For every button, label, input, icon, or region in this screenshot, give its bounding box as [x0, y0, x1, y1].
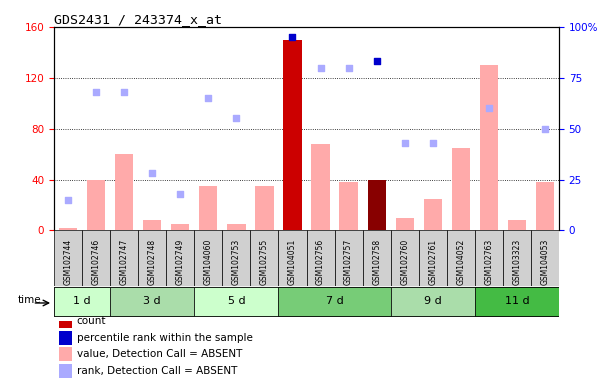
Bar	[536, 182, 554, 230]
Bar	[447, 230, 475, 286]
Bar	[340, 182, 358, 230]
Text: percentile rank within the sample: percentile rank within the sample	[77, 333, 252, 343]
Bar	[194, 230, 222, 286]
Bar	[199, 186, 218, 230]
Bar	[391, 287, 475, 316]
Bar	[59, 364, 72, 378]
Text: GSM102747: GSM102747	[120, 239, 129, 285]
Text: GSM102761: GSM102761	[429, 239, 437, 285]
Point	[540, 126, 550, 132]
Bar	[59, 228, 77, 230]
Bar	[475, 287, 559, 316]
Bar	[87, 180, 105, 230]
Bar	[54, 287, 110, 316]
Text: GSM104051: GSM104051	[288, 239, 297, 285]
Text: GSM102763: GSM102763	[484, 239, 493, 285]
Point	[288, 34, 297, 40]
Point	[344, 65, 353, 71]
Text: GSM102746: GSM102746	[92, 239, 100, 285]
Point	[372, 58, 382, 65]
Bar	[82, 230, 110, 286]
Text: GSM102753: GSM102753	[232, 239, 241, 285]
Text: 9 d: 9 d	[424, 296, 442, 306]
Bar	[59, 331, 72, 345]
Text: GSM102744: GSM102744	[64, 239, 73, 285]
Bar	[59, 347, 72, 361]
Text: GDS2431 / 243374_x_at: GDS2431 / 243374_x_at	[54, 13, 222, 26]
Bar	[531, 230, 559, 286]
Bar	[194, 287, 278, 316]
Text: value, Detection Call = ABSENT: value, Detection Call = ABSENT	[77, 349, 242, 359]
Bar	[171, 224, 189, 230]
Bar	[227, 224, 246, 230]
Bar	[278, 230, 307, 286]
Point	[120, 89, 129, 95]
Text: GSM102749: GSM102749	[176, 239, 185, 285]
Text: 7 d: 7 d	[326, 296, 343, 306]
Bar	[452, 148, 470, 230]
Text: GSM104053: GSM104053	[540, 239, 549, 285]
Text: time: time	[18, 295, 41, 305]
Text: GSM102755: GSM102755	[260, 239, 269, 285]
Bar	[110, 230, 138, 286]
Bar	[508, 220, 526, 230]
Bar	[311, 144, 330, 230]
Bar	[368, 180, 386, 230]
Point	[316, 65, 325, 71]
Point	[91, 89, 101, 95]
Text: GSM102760: GSM102760	[400, 239, 409, 285]
Text: 1 d: 1 d	[73, 296, 91, 306]
Bar	[419, 230, 447, 286]
Bar	[307, 230, 335, 286]
Bar	[424, 199, 442, 230]
Bar	[138, 230, 166, 286]
Text: 11 d: 11 d	[505, 296, 529, 306]
Text: GSM103323: GSM103323	[513, 239, 521, 285]
Text: GSM102757: GSM102757	[344, 239, 353, 285]
Text: 5 d: 5 d	[228, 296, 245, 306]
Bar	[395, 218, 414, 230]
Point	[400, 140, 409, 146]
Text: GSM104060: GSM104060	[204, 239, 213, 285]
Point	[147, 170, 157, 177]
Text: count: count	[77, 316, 106, 326]
Text: GSM102756: GSM102756	[316, 239, 325, 285]
Bar	[503, 230, 531, 286]
Bar	[475, 230, 503, 286]
Text: GSM104052: GSM104052	[456, 239, 465, 285]
Text: rank, Detection Call = ABSENT: rank, Detection Call = ABSENT	[77, 366, 237, 376]
Point	[484, 105, 493, 111]
Point	[63, 197, 73, 203]
Bar	[166, 230, 194, 286]
Bar	[278, 287, 391, 316]
Bar	[143, 220, 161, 230]
Bar	[284, 40, 302, 230]
Bar	[115, 154, 133, 230]
Bar	[391, 230, 419, 286]
Text: GSM102758: GSM102758	[372, 239, 381, 285]
Point	[231, 115, 241, 121]
Bar	[222, 230, 251, 286]
Text: GSM102748: GSM102748	[148, 239, 157, 285]
Point	[175, 191, 185, 197]
Text: 3 d: 3 d	[144, 296, 161, 306]
Bar	[255, 186, 273, 230]
Bar	[362, 230, 391, 286]
Bar	[480, 65, 498, 230]
Bar	[110, 287, 194, 316]
Bar	[59, 314, 72, 328]
Point	[428, 140, 438, 146]
Point	[204, 95, 213, 101]
Bar	[54, 230, 82, 286]
Bar	[335, 230, 362, 286]
Bar	[251, 230, 278, 286]
